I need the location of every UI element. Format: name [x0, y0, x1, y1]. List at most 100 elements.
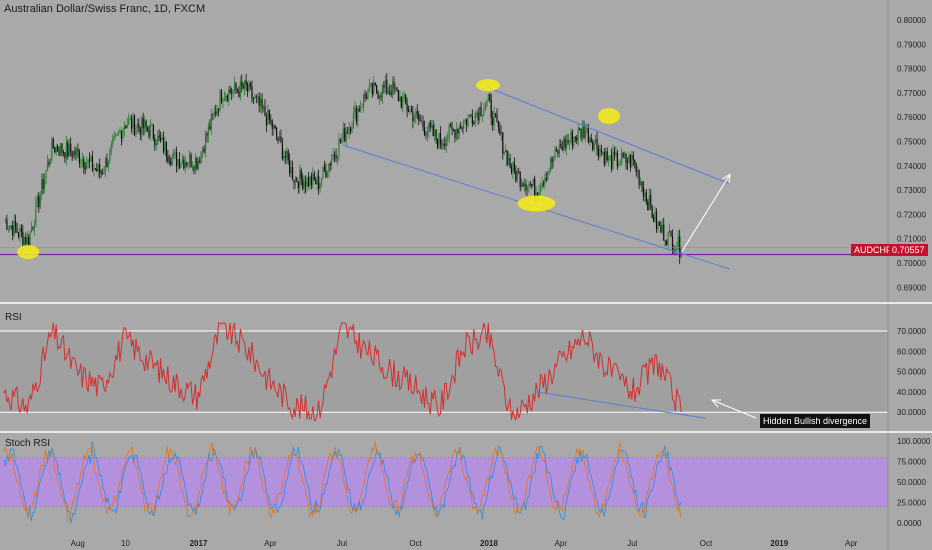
candle-body [445, 139, 447, 147]
candle-body [335, 155, 337, 159]
candle-body [658, 222, 660, 226]
candle-body [83, 159, 85, 168]
candle-body [175, 152, 178, 166]
candle-body [648, 195, 650, 211]
candle-body [139, 127, 141, 135]
candle-body [647, 201, 649, 211]
candle-body [571, 131, 573, 146]
candle-body [593, 142, 595, 150]
candle-body [322, 166, 324, 179]
candle-body [278, 136, 281, 142]
candle-body [180, 163, 182, 168]
stoch-rsi-pane [0, 441, 888, 523]
candle-body [10, 225, 12, 227]
candle-body [455, 128, 457, 138]
candle-body [407, 110, 410, 113]
candle-body [502, 132, 504, 154]
candle-body [22, 231, 24, 245]
candle-body [202, 148, 204, 152]
candle-body [135, 128, 137, 135]
candle-body [318, 176, 320, 189]
x-tick-label: 10 [121, 539, 130, 548]
divergence-line [536, 391, 706, 419]
candle-body [4, 219, 7, 221]
candle-body [555, 148, 558, 151]
candle-body [468, 114, 471, 118]
candle-body [71, 152, 73, 158]
highlight-marker [598, 107, 620, 124]
candle-body [465, 119, 468, 126]
candle-body [389, 91, 391, 93]
candle-body [144, 120, 146, 129]
candle-body [347, 132, 349, 134]
candle-body [261, 99, 263, 109]
candle-body [41, 179, 43, 196]
candle-body [661, 224, 663, 232]
candle-body [219, 90, 221, 111]
candle-body [323, 166, 326, 171]
candle-body [586, 127, 588, 132]
candle-body [32, 228, 34, 230]
candle-body [129, 118, 131, 120]
price-badge: 0.70557 [889, 244, 928, 256]
candle-body [103, 171, 105, 174]
price-scale-background [888, 0, 932, 550]
candle-body [523, 183, 526, 187]
candle-body [141, 117, 143, 135]
candle-body [409, 109, 411, 113]
candle-body [428, 122, 430, 132]
candle-body [679, 236, 681, 258]
candle-body [399, 96, 401, 102]
price-tick-label: 0.79000 [897, 40, 926, 49]
candle-body [104, 158, 107, 172]
candle-body [294, 177, 297, 183]
candle-body [344, 127, 346, 141]
candle-body [477, 112, 479, 121]
candle-body [450, 124, 452, 127]
candle-body [232, 89, 234, 94]
candle-body [421, 121, 423, 123]
candle-body [100, 173, 102, 174]
candle-body [590, 137, 592, 142]
candle-body [331, 159, 333, 166]
candle-body [610, 155, 613, 170]
candle-body [476, 112, 478, 114]
candle-body [326, 172, 328, 177]
candle-body [116, 133, 118, 135]
candle-body [161, 137, 163, 140]
candle-body [470, 114, 472, 117]
candle-body [638, 170, 640, 185]
candle-body [528, 184, 530, 188]
candle-body [371, 83, 373, 95]
divergence-annotation: Hidden Bullish divergence [760, 414, 871, 428]
highlight-marker [476, 79, 500, 92]
candle-body [303, 182, 305, 189]
candle-body [46, 162, 49, 171]
candle-body [325, 170, 327, 177]
candle-body [506, 150, 508, 165]
candle-body [454, 129, 456, 138]
x-tick-label: Apr [555, 539, 568, 548]
candle-body [30, 228, 33, 233]
candle-body [167, 156, 169, 161]
candle-body [299, 170, 301, 189]
candle-body [631, 155, 633, 168]
candle-body [309, 176, 311, 186]
highlight-marker [517, 195, 556, 212]
candle-body [500, 132, 502, 135]
candle-body [568, 140, 571, 143]
candle-body [70, 143, 72, 153]
candle-body [197, 160, 199, 169]
candle-body [284, 156, 286, 158]
candle-body [149, 125, 152, 137]
price-tick-label: 0.75000 [897, 138, 926, 147]
candle-body [122, 129, 124, 139]
candle-body [138, 124, 140, 128]
candle-body [596, 139, 598, 149]
candle-body [236, 89, 239, 92]
candle-body [383, 85, 385, 88]
candle-body [387, 91, 389, 94]
candle-body [49, 160, 51, 165]
candle-body [394, 87, 397, 90]
candle-body [310, 176, 312, 186]
